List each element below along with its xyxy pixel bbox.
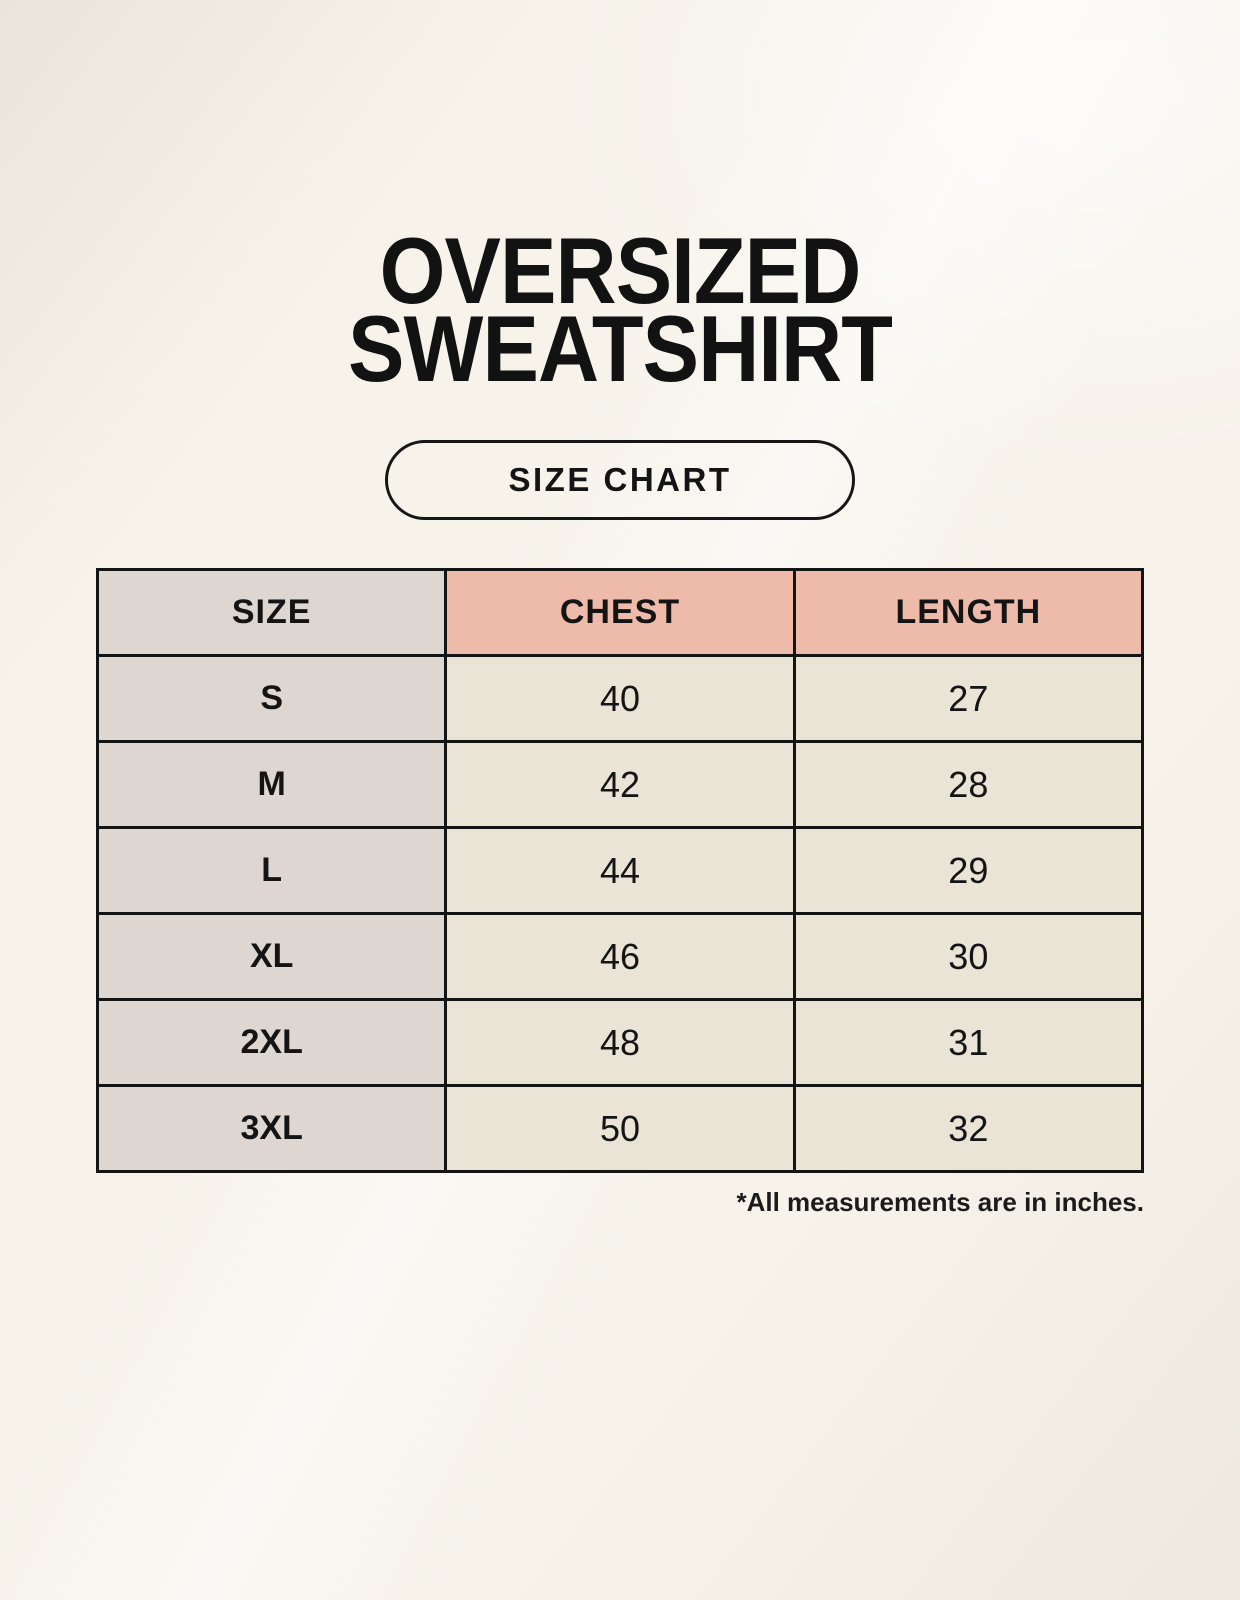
chest-value: 40 — [444, 654, 796, 744]
length-value: 32 — [792, 1084, 1145, 1174]
table-row: M 42 28 — [95, 740, 1145, 830]
table-row: 3XL 50 32 — [95, 1084, 1145, 1174]
page-title: OVERSIZED SWEATSHIRT — [62, 218, 1178, 402]
column-header-size: SIZE — [95, 568, 448, 658]
chest-value: 46 — [444, 912, 796, 1002]
table-row: 2XL 48 31 — [95, 998, 1145, 1088]
size-label: L — [95, 826, 448, 916]
chest-value: 44 — [444, 826, 796, 916]
size-label: 3XL — [95, 1084, 448, 1174]
chest-value: 48 — [444, 998, 796, 1088]
size-label: M — [95, 740, 448, 830]
page-title-line1: OVERSIZED — [379, 218, 862, 323]
length-value: 27 — [792, 654, 1145, 744]
size-label: XL — [95, 912, 448, 1002]
size-label: S — [95, 654, 448, 744]
size-label: 2XL — [95, 998, 448, 1088]
chest-value: 42 — [444, 740, 796, 830]
length-value: 29 — [792, 826, 1145, 916]
measurements-footnote: *All measurements are in inches. — [736, 1187, 1144, 1218]
table-row: XL 46 30 — [95, 912, 1145, 1002]
page-title-line2: SWEATSHIRT — [347, 296, 893, 402]
size-chart-table: SIZE CHEST LENGTH S 40 27 M 42 28 L 44 2… — [95, 568, 1145, 1174]
size-chart-badge[interactable]: SIZE CHART — [385, 440, 855, 521]
column-header-chest: CHEST — [444, 568, 796, 658]
length-value: 31 — [792, 998, 1145, 1088]
length-value: 28 — [792, 740, 1145, 830]
chest-value: 50 — [444, 1084, 796, 1174]
table-row: S 40 27 — [95, 654, 1145, 744]
table-header-row: SIZE CHEST LENGTH — [95, 568, 1145, 658]
column-header-length: LENGTH — [792, 568, 1145, 658]
table-row: L 44 29 — [95, 826, 1145, 916]
length-value: 30 — [792, 912, 1145, 1002]
